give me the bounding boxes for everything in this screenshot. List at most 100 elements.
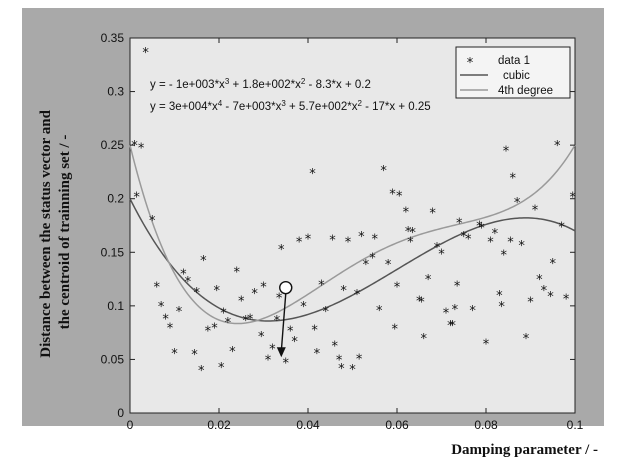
data-point: * (305, 232, 312, 247)
y-axis-label: Distance between the status vector and t… (38, 106, 73, 357)
arrow-shaft (280, 293, 287, 352)
data-point: * (278, 243, 285, 258)
y-tick-label: 0.3 (107, 85, 124, 99)
data-point: * (372, 232, 379, 247)
data-point: * (162, 313, 169, 328)
data-point: * (171, 347, 178, 362)
data-point: * (176, 305, 183, 320)
data-point: * (180, 268, 187, 283)
data-point: * (311, 323, 318, 338)
data-point: * (558, 221, 565, 236)
data-point: * (418, 296, 425, 311)
data-point: * (380, 164, 387, 179)
data-point: * (554, 139, 561, 154)
data-point: * (456, 216, 463, 231)
data-point: * (211, 321, 218, 336)
data-point: * (158, 300, 165, 315)
data-point: * (443, 306, 450, 321)
data-point: * (300, 300, 307, 315)
data-point: * (220, 306, 227, 321)
data-point: * (314, 347, 321, 362)
data-point: * (536, 273, 543, 288)
cubic-equation: y = - 1e+003*x3 + 1.8e+002*x2 - 8.3*x + … (150, 77, 371, 92)
data-point: * (429, 207, 436, 222)
data-point: * (276, 291, 283, 306)
data-point: * (501, 248, 508, 263)
legend-marker-data1: * (467, 56, 474, 71)
x-tick-label: 0.04 (296, 418, 320, 432)
data-point: * (570, 191, 577, 206)
data-point: * (454, 280, 461, 295)
legend-label-cubic: cubic (503, 70, 530, 82)
x-axis-label: Damping parameter / - (451, 442, 598, 458)
data-point: * (483, 337, 490, 352)
data-point: * (407, 236, 414, 251)
data-point: * (265, 353, 272, 368)
data-point: * (185, 275, 192, 290)
data-point: * (167, 321, 174, 336)
data-point: * (369, 252, 376, 267)
data-point: * (376, 304, 383, 319)
data-point: * (323, 305, 330, 320)
plot-area (129, 37, 576, 414)
data-point: * (476, 220, 483, 235)
data-point: * (518, 239, 525, 254)
y-tick-label: 0 (117, 406, 124, 420)
data-point: * (503, 145, 510, 160)
data-point: * (269, 343, 276, 358)
y-tick-label: 0.25 (101, 138, 125, 152)
data-point: * (527, 296, 534, 311)
data-point: * (541, 284, 548, 299)
data-point: * (358, 230, 365, 245)
data-point: * (550, 257, 557, 272)
data-point: * (338, 362, 345, 377)
data-point: * (563, 292, 570, 307)
data-point: * (496, 289, 503, 304)
data-point: * (329, 233, 336, 248)
data-point: * (469, 304, 476, 319)
data-point: * (438, 247, 445, 262)
data-point: * (340, 284, 347, 299)
data-point: * (354, 288, 361, 303)
data-point: * (420, 332, 427, 347)
data-point: * (229, 345, 236, 360)
x-tick-label: 0.02 (207, 418, 231, 432)
data-point: * (389, 187, 396, 202)
data-point: * (385, 258, 392, 273)
data-point: * (296, 236, 303, 251)
data-point: * (191, 348, 198, 363)
data-point: * (547, 290, 554, 305)
annotation-arrow (276, 280, 293, 358)
data-point: * (514, 196, 521, 211)
data-point: * (449, 319, 456, 334)
data-point: * (452, 303, 459, 318)
data-point: * (238, 295, 245, 310)
data-point: * (478, 222, 485, 237)
data-point: * (251, 287, 258, 302)
data-point: * (309, 167, 316, 182)
legend-label-data1: data 1 (498, 55, 530, 67)
data-point: * (403, 206, 410, 221)
fit-curves (129, 144, 576, 325)
data-point: * (345, 236, 352, 251)
data-point: * (461, 230, 468, 245)
data-point: * (447, 319, 454, 334)
data-point: * (487, 236, 494, 251)
legend-label-4th-degree: 4th degree (498, 85, 553, 97)
data-point: * (194, 286, 201, 301)
data-point: * (258, 330, 265, 345)
data-point: * (214, 284, 221, 299)
arrow-origin-circle (279, 280, 293, 295)
data-point: * (149, 214, 156, 229)
x-tick-label: 0.08 (474, 418, 498, 432)
quartic-equation: y = 3e+004*x4 - 7e+003*x3 + 5.7e+002*x2 … (150, 99, 431, 114)
data-point: * (523, 332, 530, 347)
axes: 0 0.02 0.04 0.06 0.08 0.1 0 0.05 0.1 0.15 0.2 0.25 0… (101, 31, 584, 432)
data-point: * (392, 322, 399, 337)
y-axis-label-line2: the centroid of trainning set / - (57, 135, 73, 330)
data-point: * (336, 353, 343, 368)
y-tick-label: 0.2 (107, 192, 124, 206)
data-point: * (394, 281, 401, 296)
data-point: * (349, 363, 356, 378)
